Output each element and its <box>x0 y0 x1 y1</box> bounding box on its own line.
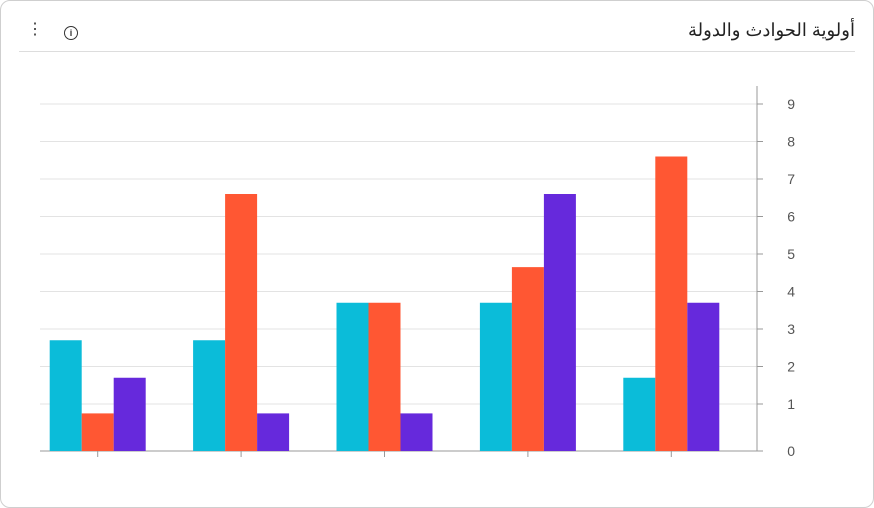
more-vertical-icon[interactable]: ⋮ <box>27 21 43 38</box>
bar <box>479 302 512 451</box>
bar <box>225 194 258 451</box>
y-tick-label: 1 <box>787 396 795 412</box>
bar <box>400 413 433 451</box>
info-icon[interactable]: i <box>64 26 78 40</box>
bar <box>336 302 369 451</box>
bar <box>193 340 226 451</box>
y-tick-label: 0 <box>787 443 795 459</box>
bar <box>655 156 688 451</box>
bar <box>687 302 720 451</box>
bar <box>81 413 114 451</box>
bar <box>49 340 82 451</box>
y-tick-label: 2 <box>787 359 795 375</box>
y-tick-label: 3 <box>787 321 795 337</box>
bar <box>511 267 544 451</box>
y-tick-label: 5 <box>787 246 795 262</box>
y-tick-label: 7 <box>787 171 795 187</box>
bar <box>257 413 290 451</box>
y-tick-label: 8 <box>787 134 795 150</box>
bar <box>623 377 656 451</box>
y-tick-label: 4 <box>787 284 795 300</box>
y-tick-label: 9 <box>787 96 795 112</box>
bar <box>368 302 401 451</box>
card-header: أولوية الحوادث والدولة ⋮ i <box>19 13 855 52</box>
bar <box>543 194 576 451</box>
chart-title: أولوية الحوادث والدولة <box>688 20 855 40</box>
y-tick-label: 6 <box>787 209 795 225</box>
bar <box>113 377 146 451</box>
